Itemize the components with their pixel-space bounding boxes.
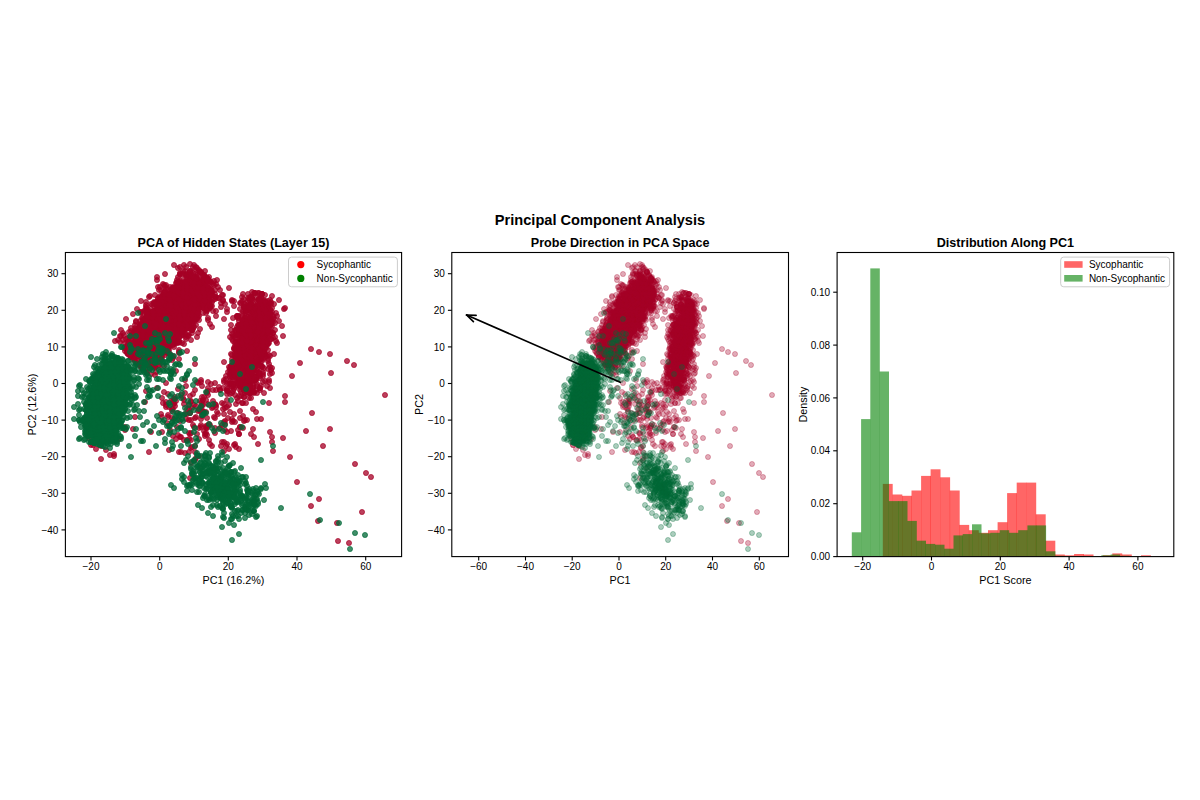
svg-text:Sycophantic: Sycophantic: [317, 259, 371, 270]
svg-text:20: 20: [434, 305, 446, 316]
svg-text:60: 60: [754, 561, 766, 572]
svg-text:−30: −30: [428, 488, 445, 499]
svg-text:−60: −60: [470, 561, 487, 572]
svg-text:0: 0: [929, 561, 935, 572]
svg-text:0.10: 0.10: [811, 287, 831, 298]
svg-text:20: 20: [660, 561, 672, 572]
svg-text:−20: −20: [428, 451, 445, 462]
svg-text:−30: −30: [41, 488, 58, 499]
svg-text:10: 10: [47, 342, 59, 353]
svg-text:30: 30: [434, 268, 446, 279]
svg-text:60: 60: [1132, 561, 1144, 572]
svg-text:Non-Sycophantic: Non-Sycophantic: [317, 273, 393, 284]
svg-text:40: 40: [291, 561, 303, 572]
svg-text:Density: Density: [797, 386, 809, 423]
svg-text:30: 30: [47, 268, 59, 279]
svg-text:Non-Sycophantic: Non-Sycophantic: [1089, 273, 1165, 284]
svg-text:40: 40: [707, 561, 719, 572]
svg-text:Principal Component Analysis: Principal Component Analysis: [495, 212, 705, 228]
svg-text:0: 0: [53, 378, 59, 389]
svg-text:40: 40: [1064, 561, 1076, 572]
svg-text:Probe Direction in PCA Space: Probe Direction in PCA Space: [531, 236, 710, 250]
svg-text:0.04: 0.04: [811, 445, 831, 456]
svg-text:20: 20: [223, 561, 235, 572]
svg-text:PC1 (16.2%): PC1 (16.2%): [203, 574, 265, 586]
svg-text:−20: −20: [854, 561, 871, 572]
svg-text:−10: −10: [41, 415, 58, 426]
svg-text:−40: −40: [41, 525, 58, 536]
svg-text:0: 0: [616, 561, 622, 572]
svg-text:PC2: PC2: [413, 394, 425, 415]
svg-text:20: 20: [47, 305, 59, 316]
svg-text:−20: −20: [83, 561, 100, 572]
svg-text:−10: −10: [428, 415, 445, 426]
svg-text:PC1: PC1: [610, 574, 631, 586]
svg-text:−20: −20: [41, 451, 58, 462]
svg-text:Sycophantic: Sycophantic: [1089, 259, 1143, 270]
svg-text:0: 0: [157, 561, 163, 572]
svg-text:Distribution Along PC1: Distribution Along PC1: [937, 236, 1074, 250]
svg-text:0: 0: [439, 378, 445, 389]
svg-text:−40: −40: [428, 525, 445, 536]
svg-text:20: 20: [995, 561, 1007, 572]
svg-text:−20: −20: [564, 561, 581, 572]
svg-text:0.00: 0.00: [811, 551, 831, 562]
svg-text:10: 10: [434, 342, 446, 353]
svg-text:PC1 Score: PC1 Score: [979, 574, 1031, 586]
svg-text:0.08: 0.08: [811, 340, 831, 351]
svg-text:PC2 (12.6%): PC2 (12.6%): [26, 374, 38, 436]
svg-text:−40: −40: [517, 561, 534, 572]
svg-text:PCA of Hidden States (Layer 15: PCA of Hidden States (Layer 15): [138, 236, 330, 250]
svg-text:0.06: 0.06: [811, 393, 831, 404]
svg-text:0.02: 0.02: [811, 498, 831, 509]
svg-text:60: 60: [360, 561, 372, 572]
